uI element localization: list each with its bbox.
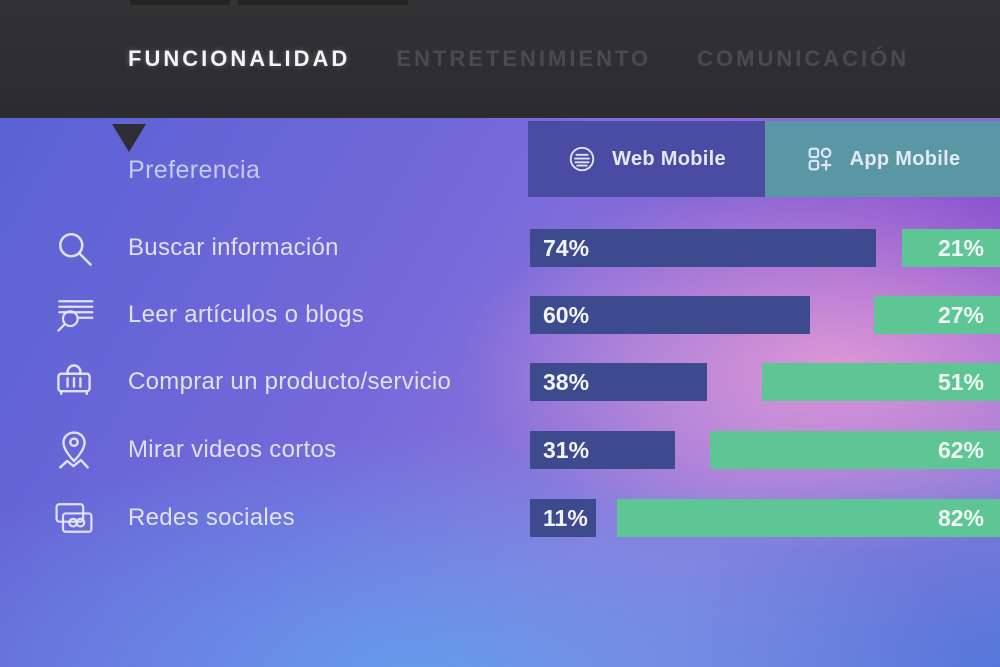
location-pin-icon — [52, 428, 96, 472]
category-label: Mirar videos cortos — [128, 436, 337, 463]
category-label: Redes sociales — [128, 504, 295, 531]
app-mobile-bar: 62% — [710, 431, 1000, 469]
photo-cards-icon — [52, 496, 96, 540]
app-mobile-bar: 27% — [874, 296, 1000, 334]
web-mobile-bar: 11% — [530, 499, 596, 537]
shopping-basket-icon — [52, 360, 96, 404]
web-mobile-bar: 74% — [530, 229, 876, 267]
chart-row: Leer artículos o blogs 60% 27% — [0, 296, 1000, 334]
category-label: Leer artículos o blogs — [128, 301, 365, 328]
search-icon — [52, 226, 96, 270]
legend-web-mobile-button[interactable]: Web Mobile — [528, 121, 765, 197]
web-mobile-lines-icon — [567, 144, 597, 174]
main-tabs: FUNCIONALIDAD ENTRETENIMIENTO COMUNICACI… — [128, 0, 909, 118]
web-mobile-bar: 31% — [530, 431, 675, 469]
tab-funcionalidad[interactable]: FUNCIONALIDAD — [128, 46, 351, 71]
tab-entretenimiento[interactable]: ENTRETENIMIENTO — [396, 46, 652, 71]
decorative-stripe — [130, 0, 230, 5]
category-label: Comprar un producto/servicio — [128, 368, 452, 395]
legend-app-mobile-button[interactable]: App Mobile — [765, 121, 1000, 197]
chart-row: Redes sociales 11% 82% — [0, 499, 1000, 537]
decorative-stripe — [238, 0, 408, 5]
chart-stage: Preferencia Web Mobile App Mobile Buscar… — [0, 118, 1000, 667]
header-bar: FUNCIONALIDAD ENTRETENIMIENTO COMUNICACI… — [0, 0, 1000, 118]
category-label: Buscar información — [128, 234, 339, 261]
app-mobile-bar: 51% — [762, 363, 1000, 401]
article-search-icon — [52, 293, 96, 337]
app-mobile-bar: 21% — [902, 229, 1000, 267]
chart-row: Comprar un producto/servicio 38% 51% — [0, 363, 1000, 401]
web-mobile-bar: 60% — [530, 296, 810, 334]
app-mobile-bar: 82% — [617, 499, 1000, 537]
active-tab-pointer-icon — [112, 124, 146, 152]
legend-app-mobile-label: App Mobile — [849, 147, 961, 170]
chart-row: Mirar videos cortos 31% 62% — [0, 431, 1000, 469]
web-mobile-bar: 38% — [530, 363, 707, 401]
tab-comunicacion[interactable]: COMUNICACIÓN — [697, 46, 910, 71]
app-mobile-grid-icon — [805, 144, 835, 174]
legend-web-mobile-label: Web Mobile — [612, 147, 726, 170]
chart-row: Buscar información 74% 21% — [0, 229, 1000, 267]
section-title: Preferencia — [128, 156, 261, 184]
